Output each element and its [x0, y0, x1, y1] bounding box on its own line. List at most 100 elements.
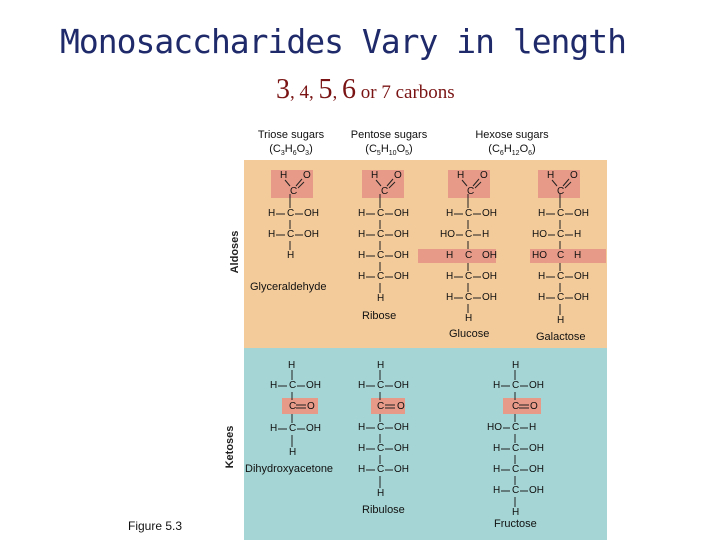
subtitle-four: 4 [299, 82, 310, 103]
slide-title: Monosaccharides Vary in length [60, 22, 627, 61]
atom-h: H [358, 208, 366, 219]
atom-oh: OH [394, 229, 409, 240]
atom-h: H [270, 423, 278, 434]
atom-h: H [538, 292, 546, 303]
bond [472, 178, 480, 187]
atom-c: C [465, 250, 473, 261]
atom-h: H [358, 271, 366, 282]
carbonyl-highlight [503, 398, 541, 414]
atom-h: H [538, 271, 546, 282]
subtitle-three: 3 [276, 74, 290, 105]
atom-oh: OH [529, 464, 544, 475]
atom-h: H [446, 292, 454, 303]
atom-h: H [557, 315, 565, 326]
dihydroxyacetone-name: Dihydroxyacetone [245, 463, 334, 475]
atom-c: C [557, 292, 565, 303]
bond [284, 179, 291, 187]
glucose-name: Glucose [449, 328, 490, 340]
atom-oh: OH [574, 271, 589, 282]
ribulose-name: Ribulose [362, 504, 405, 516]
atom-c: C [377, 380, 385, 391]
atom-h: H [358, 380, 366, 391]
triose-header: Triose sugars (C3H6O3) [249, 128, 333, 161]
atom-c: C [557, 250, 565, 261]
atom-h: H [493, 464, 501, 475]
atom-h: H [358, 422, 366, 433]
atom-h: H [574, 250, 582, 261]
atom-ho: HO [532, 229, 547, 240]
atom-c: C [512, 443, 520, 454]
atom-h: H [270, 380, 278, 391]
atom-c: C [557, 186, 565, 197]
carbonyl-highlight [538, 170, 580, 198]
atom-h: H [377, 293, 385, 304]
atom-c: C [377, 271, 385, 282]
atom-c: C [287, 229, 295, 240]
glyceraldehyde-name: Glyceraldehyde [250, 281, 327, 293]
atom-h: H [289, 447, 297, 458]
atom-c: C [289, 380, 297, 391]
atom-h: H [493, 380, 501, 391]
triose-header-label: Triose sugars [257, 129, 325, 141]
atom-oh: OH [306, 380, 321, 391]
atom-h: H [482, 229, 490, 240]
figure-label: Figure 5.3 [128, 519, 183, 533]
atom-oh: OH [482, 271, 497, 282]
atom-h: H [574, 229, 582, 240]
atom-ho: HO [487, 422, 502, 433]
atom-oh: OH [394, 271, 409, 282]
atom-ho: HO [532, 250, 547, 261]
atom-oh: OH [574, 208, 589, 219]
atom-c: C [512, 464, 520, 475]
carbonyl-highlight [448, 170, 490, 198]
atom-oh: OH [394, 422, 409, 433]
atom-c: C [465, 271, 473, 282]
atom-h: H [457, 170, 465, 181]
atom-c: C [512, 380, 520, 391]
subtitle-five: 5 [318, 74, 333, 105]
atom-c: C [381, 186, 389, 197]
atom-c: C [465, 229, 473, 240]
atom-c: C [465, 208, 473, 219]
atom-o: O [570, 170, 578, 181]
bond [297, 181, 305, 189]
atom-oh: OH [529, 380, 544, 391]
atom-h: H [446, 271, 454, 282]
atom-ho: HO [440, 229, 455, 240]
atom-h: H [358, 443, 366, 454]
subtitle-sep-3: , [332, 82, 342, 103]
atom-h: H [547, 170, 555, 181]
atom-h: H [288, 360, 296, 371]
atom-o: O [397, 401, 405, 412]
pentose-header-label: Pentose sugars [350, 129, 428, 141]
atom-h: H [493, 443, 501, 454]
atom-c: C [377, 443, 385, 454]
atom-c: C [512, 422, 520, 433]
atom-h: H [493, 485, 501, 496]
atom-h: H [529, 422, 537, 433]
atom-c: C [377, 208, 385, 219]
atom-h: H [358, 250, 366, 261]
atom-c: C [377, 464, 385, 475]
atom-oh: OH [482, 208, 497, 219]
atom-h: H [287, 250, 295, 261]
atom-o: O [480, 170, 488, 181]
atom-h: H [446, 208, 454, 219]
atom-h: H [358, 229, 366, 240]
atom-oh: OH [482, 292, 497, 303]
carbonyl-highlight [282, 398, 318, 414]
bond [295, 178, 303, 187]
atom-c: C [467, 186, 475, 197]
atom-c: C [557, 229, 565, 240]
bond [461, 179, 468, 187]
atom-h: H [538, 208, 546, 219]
atom-h: H [268, 229, 276, 240]
hexose-header-label: Hexose sugars [475, 129, 549, 141]
atom-c: C [377, 229, 385, 240]
hexose-header: Hexose sugars (C6H12O6) [464, 128, 560, 161]
atom-oh: OH [394, 250, 409, 261]
atom-o: O [307, 401, 315, 412]
atom-h: H [377, 488, 385, 499]
atom-o: O [394, 170, 402, 181]
